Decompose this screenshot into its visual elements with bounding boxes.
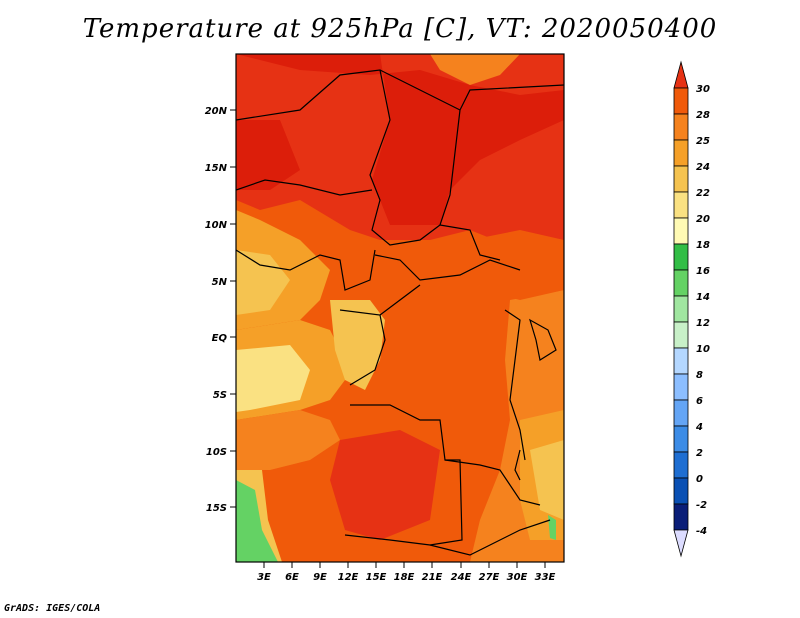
colorbar-swatch: [673, 165, 689, 193]
country-boundaries: [236, 69, 564, 556]
colorbar-swatch: [673, 295, 689, 323]
colorbar-swatch: [673, 269, 689, 297]
colorbar-swatch: [673, 139, 689, 167]
colorbar-label: 22: [696, 188, 710, 199]
map-title: Temperature at 925hPa [C], VT: 202005040…: [82, 14, 718, 44]
field-warm-ne: [470, 230, 564, 300]
field-orange-south: [236, 410, 340, 480]
colorbar-label: 20: [696, 214, 710, 225]
colorbar-label: 14: [696, 292, 710, 303]
lon-label: 18E: [394, 572, 415, 583]
colorbar-swatch: [673, 87, 689, 115]
colorbar-label: 8: [696, 370, 703, 381]
colorbar-swatch: [673, 477, 689, 505]
lat-label: 10S: [206, 447, 227, 458]
colorbar-swatch: [673, 529, 689, 558]
boundary-nigeria-cameroon: [236, 249, 376, 291]
lat-label: 10N: [205, 220, 228, 231]
lat-label: 5S: [213, 390, 227, 401]
lon-label: 21E: [422, 572, 443, 583]
lon-label: 9E: [313, 572, 327, 583]
colorbar-swatch: [673, 243, 689, 271]
lat-label: 20N: [205, 106, 228, 117]
lon-label: 27E: [479, 572, 500, 583]
lon-label: 33E: [535, 572, 556, 583]
colorbar-swatch: [673, 399, 689, 427]
colorbar-label: -2: [696, 500, 707, 511]
colorbar-label: 12: [696, 318, 710, 329]
map-frame: [235, 53, 565, 563]
boundary-sudan: [439, 224, 501, 261]
field-green-east: [548, 515, 556, 540]
boundary-niger-nigeria: [236, 179, 373, 196]
boundary-angola: [344, 404, 463, 546]
boundary-south: [429, 519, 551, 556]
lat-label: 15N: [205, 163, 228, 174]
colorbar-swatch: [673, 347, 689, 375]
lat-label: 15S: [206, 503, 227, 514]
boundary-gabon: [339, 309, 386, 386]
lake-victoria: [529, 318, 557, 361]
credit-footer: GrADS: IGES/COLA: [4, 603, 101, 614]
lon-label: 6E: [285, 572, 299, 583]
lon-label: 15E: [366, 572, 387, 583]
colorbar-swatch: [673, 191, 689, 219]
boundary-car: [374, 254, 521, 281]
lake-tanganyika: [514, 449, 521, 481]
colorbar-swatch: [673, 217, 689, 245]
lat-label: EQ: [212, 333, 228, 344]
colorbar-label: 10: [696, 344, 710, 355]
colorbar-swatch: [673, 425, 689, 453]
field-hot-west: [236, 120, 300, 190]
field-orange-north: [430, 54, 520, 85]
colorbar-swatch: [673, 451, 689, 479]
colorbar-label: 24: [696, 162, 710, 173]
colorbar-label: 18: [696, 240, 710, 251]
colorbar-swatch: [673, 373, 689, 401]
lat-label: 5N: [212, 277, 228, 288]
lon-label: 24E: [451, 572, 472, 583]
colorbar-swatch: [673, 113, 689, 141]
colorbar-label: 2: [696, 448, 703, 459]
field-gold-east: [530, 440, 564, 520]
colorbar-swatch: [673, 321, 689, 349]
field-green-sw: [236, 480, 278, 562]
colorbar-label: 25: [696, 136, 710, 147]
colorbar-label: 28: [696, 110, 710, 121]
field-pale-ocean: [236, 345, 310, 412]
colorbar-label: -4: [696, 526, 707, 537]
boundary-chad: [369, 69, 461, 246]
temperature-field: [236, 54, 564, 562]
colorbar-label: 0: [696, 474, 703, 485]
lon-label: 30E: [507, 572, 528, 583]
boundary-congo: [379, 284, 421, 316]
colorbar-label: 30: [696, 84, 710, 95]
colorbar-swatch: [673, 60, 689, 89]
field-hot: [236, 54, 564, 225]
colorbar-label: 4: [695, 422, 703, 433]
colorbar-label: 6: [696, 396, 703, 407]
boundary-zambia: [444, 459, 541, 506]
field-gold-gabon: [330, 300, 385, 390]
boundary-drc-east: [504, 309, 526, 461]
colorbar-label: 16: [696, 266, 710, 277]
field-gold-gulf: [236, 250, 290, 315]
lon-axis: 3E 6E 9E 12E 15E 18E 21E 24E 27E 30E 33E: [257, 562, 556, 583]
field-very-warm-angola: [330, 430, 440, 540]
lon-label: 12E: [338, 572, 359, 583]
colorbar-swatch: [673, 503, 689, 531]
lon-label: 3E: [257, 572, 271, 583]
lat-axis: 20N 15N 10N 5N EQ 5S 10S 15S: [205, 106, 236, 514]
